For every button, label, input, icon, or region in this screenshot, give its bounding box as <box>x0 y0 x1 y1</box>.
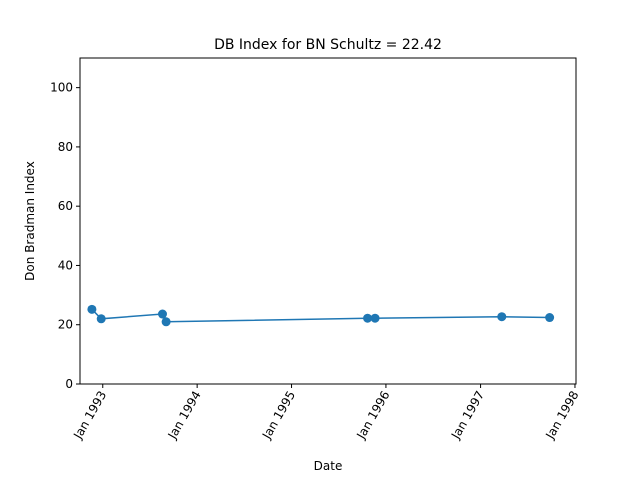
data-point <box>161 317 171 327</box>
y-axis-label: Don Bradman Index <box>23 161 37 281</box>
x-tick-label: Jan 1996 <box>353 389 392 443</box>
plot-area <box>79 57 577 385</box>
x-axis-label: Date <box>314 459 343 473</box>
data-point <box>545 313 555 323</box>
y-tick-label: 80 <box>58 140 73 154</box>
data-point <box>370 313 380 323</box>
y-tick-label: 60 <box>58 199 73 213</box>
x-tick-label: Jan 1993 <box>70 389 109 443</box>
x-tick-label: Jan 1997 <box>448 389 487 443</box>
data-point <box>87 304 97 314</box>
data-point <box>96 314 106 324</box>
chart-title: DB Index for BN Schultz = 22.42 <box>214 37 442 53</box>
y-tick-label: 40 <box>58 258 73 272</box>
data-point <box>363 313 373 323</box>
series-line <box>91 308 550 323</box>
x-tick-label: Jan 1998 <box>543 389 582 443</box>
x-tick-label: Jan 1995 <box>259 389 298 443</box>
y-axis: 0 20 40 60 80 100 <box>50 81 80 391</box>
data-point <box>497 312 507 322</box>
x-axis: Jan 1993 Jan 1994 Jan 1995 Jan 1996 Jan 1997… <box>70 384 582 443</box>
y-tick-label: 100 <box>50 81 73 95</box>
x-tick-label: Jan 1994 <box>165 389 204 443</box>
y-tick-label: 0 <box>65 377 73 391</box>
series-layer <box>87 304 555 327</box>
data-point <box>157 309 167 319</box>
y-tick-label: 20 <box>58 318 73 332</box>
plot-frame <box>79 57 577 385</box>
